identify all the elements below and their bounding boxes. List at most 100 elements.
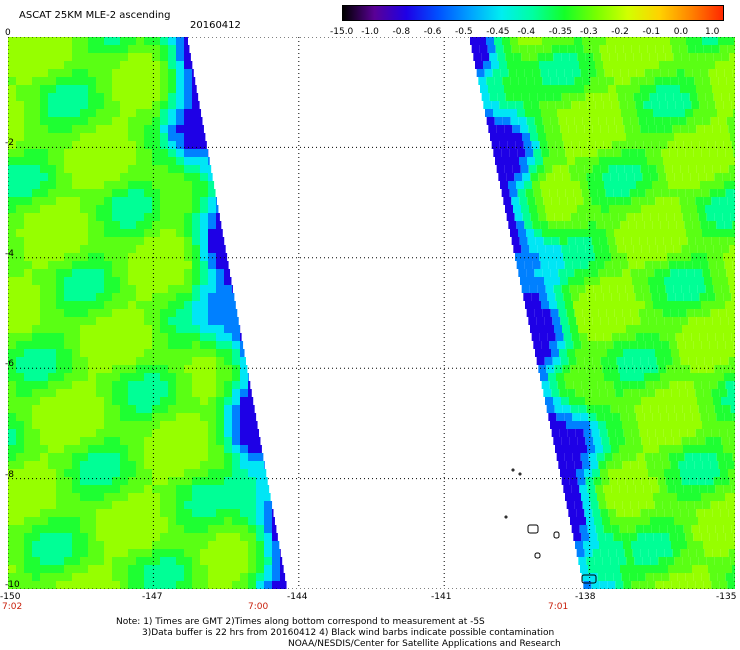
data-cell: [240, 413, 248, 421]
data-cell: [144, 429, 152, 437]
data-cell: [56, 109, 64, 117]
data-cell: [272, 517, 275, 525]
data-cell: [599, 197, 608, 205]
data-cell: [659, 141, 668, 149]
data-cell: [136, 77, 144, 85]
data-cell: [524, 69, 533, 77]
data-cell: [168, 349, 176, 357]
data-cell: [184, 421, 192, 429]
data-cell: [658, 133, 666, 141]
data-cell: [104, 453, 112, 461]
data-cell: [200, 429, 208, 437]
data-cell: [638, 421, 646, 429]
data-cell: [112, 221, 120, 229]
data-cell: [688, 549, 697, 557]
data-cell: [696, 125, 705, 133]
data-cell: [587, 61, 595, 69]
data-cell: [667, 333, 676, 341]
data-cell: [40, 101, 48, 109]
data-cell: [48, 269, 56, 277]
data-cell: [32, 541, 40, 549]
data-cell: [144, 245, 152, 253]
data-cell: [64, 125, 72, 133]
data-cell: [40, 477, 48, 485]
data-cell: [685, 341, 694, 349]
data-cell: [104, 493, 112, 501]
data-cell: [40, 117, 48, 125]
data-cell: [670, 229, 678, 237]
data-cell: [596, 413, 605, 421]
data-cell: [128, 429, 136, 437]
data-cell: [523, 253, 531, 261]
data-cell: [24, 237, 32, 245]
data-cell: [232, 517, 240, 525]
data-cell: [216, 309, 224, 317]
data-cell: [726, 461, 735, 469]
data-cell: [680, 357, 689, 365]
data-cell: [643, 485, 652, 493]
data-cell: [80, 237, 88, 245]
data-cell: [80, 77, 88, 85]
data-cell: [675, 61, 683, 69]
data-cell: [40, 221, 48, 229]
data-cell: [184, 429, 192, 437]
data-cell: [726, 117, 735, 125]
data-cell: [540, 221, 549, 229]
data-cell: [623, 541, 631, 549]
data-cell: [645, 533, 654, 541]
data-cell: [112, 317, 120, 325]
data-cell: [521, 53, 530, 61]
data-cell: [56, 501, 64, 509]
data-cell: [152, 421, 160, 429]
data-cell: [611, 485, 620, 493]
data-cell: [614, 309, 623, 317]
data-cell: [128, 221, 136, 229]
data-cell: [104, 221, 112, 229]
data-cell: [64, 549, 72, 557]
data-cell: [512, 165, 521, 173]
data-cell: [168, 397, 176, 405]
data-cell: [710, 501, 719, 509]
data-cell: [168, 573, 176, 581]
data-cell: [112, 157, 120, 165]
data-cell: [104, 341, 112, 349]
data-cell: [24, 85, 32, 93]
data-cell: [80, 389, 88, 397]
data-cell: [623, 349, 631, 357]
data-cell: [491, 101, 500, 109]
data-cell: [168, 253, 176, 261]
data-cell: [624, 125, 633, 133]
data-cell: [72, 573, 80, 581]
data-cell: [224, 245, 226, 253]
data-cell: [488, 125, 497, 133]
data-cell: [653, 533, 662, 541]
data-cell: [136, 557, 144, 565]
data-cell: [16, 413, 24, 421]
data-cell: [606, 421, 614, 429]
data-cell: [682, 173, 691, 181]
data-cell: [566, 117, 575, 125]
data-cell: [550, 269, 559, 277]
data-cell: [176, 285, 184, 293]
data-cell: [680, 549, 689, 557]
data-cell: [232, 405, 240, 413]
data-cell: [40, 285, 48, 293]
data-cell: [88, 197, 96, 205]
data-cell: [160, 389, 168, 397]
data-cell: [684, 261, 693, 269]
data-cell: [128, 101, 136, 109]
data-cell: [128, 245, 136, 253]
data-cell: [200, 453, 208, 461]
data-cell: [168, 509, 176, 517]
data-cell: [723, 445, 731, 453]
data-cell: [616, 549, 625, 557]
data-cell: [48, 429, 56, 437]
data-cell: [208, 421, 216, 429]
data-cell: [717, 493, 725, 501]
data-cell: [24, 37, 32, 45]
data-cell: [200, 165, 208, 173]
data-cell: [582, 117, 591, 125]
data-cell: [48, 549, 56, 557]
data-cell: [576, 165, 585, 173]
data-cell: [534, 269, 543, 277]
